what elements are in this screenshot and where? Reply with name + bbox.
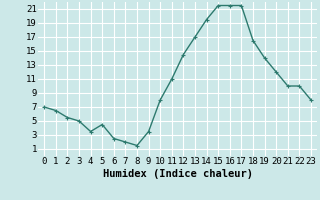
X-axis label: Humidex (Indice chaleur): Humidex (Indice chaleur) [103,169,252,179]
